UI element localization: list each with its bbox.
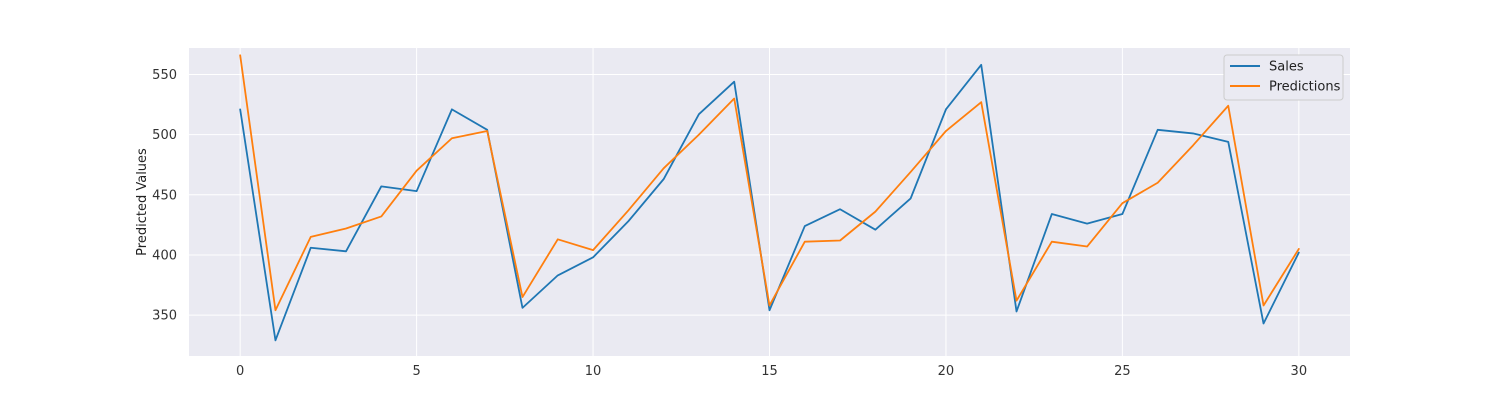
x-tick-label: 5 [412,364,420,379]
legend-label-sales: Sales [1269,60,1304,75]
y-tick-label: 450 [152,188,177,203]
y-tick-labels: 350 400 450 500 550 [152,68,177,324]
legend-label-predictions: Predictions [1269,80,1341,95]
y-tick-label: 350 [152,309,177,324]
x-tick-label: 15 [761,364,778,379]
legend: Sales Predictions [1223,54,1344,101]
x-tick-label: 30 [1291,364,1308,379]
x-tick-label: 0 [236,364,244,379]
x-tick-label: 10 [585,364,602,379]
x-tick-labels: 0 5 10 15 20 25 30 [236,364,1307,379]
y-axis-label: Predicted Values [135,148,150,256]
series-line-sales [239,63,1300,342]
x-tick-label: 20 [938,364,955,379]
y-tick-label: 550 [152,68,177,83]
x-tick-label: 25 [1114,364,1131,379]
series-layer [239,54,1300,342]
series-line-predictions [239,54,1300,312]
y-tick-label: 400 [152,248,177,263]
y-tick-label: 500 [152,128,177,143]
